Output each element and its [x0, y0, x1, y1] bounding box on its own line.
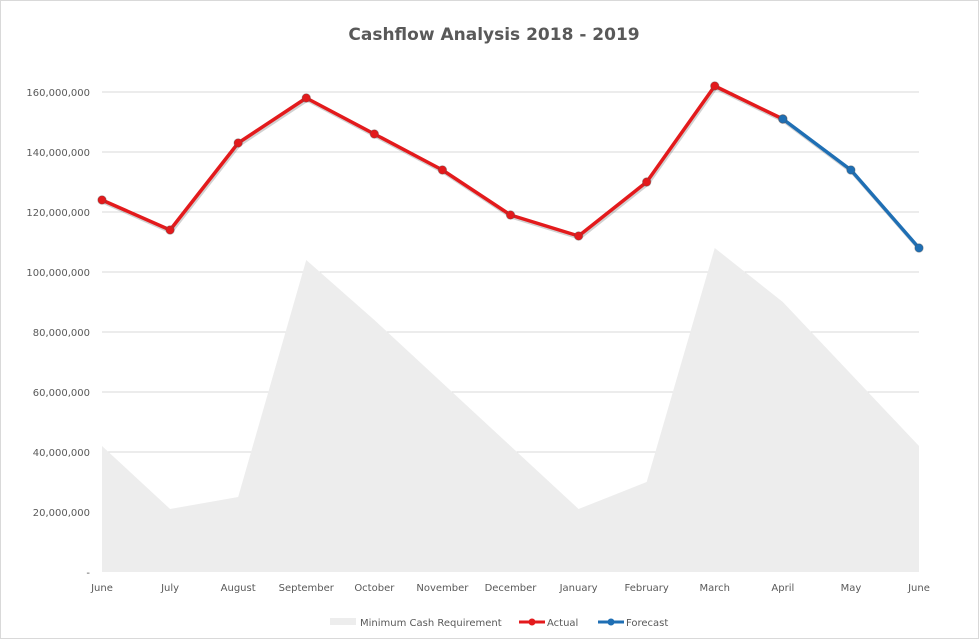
y-tick-label: 40,000,000	[33, 448, 90, 459]
x-tick-label: February	[625, 583, 669, 594]
y-tick-label: 160,000,000	[26, 88, 90, 99]
series-line-actual	[101, 84, 784, 238]
chart-title: Cashflow Analysis 2018 - 2019	[348, 25, 639, 45]
data-point-forecast	[778, 114, 788, 124]
legend-swatch-minimum-cash-requirement	[330, 618, 356, 625]
data-point-actual	[369, 129, 380, 139]
x-tick-label: June	[907, 583, 930, 594]
y-tick-label: 120,000,000	[26, 208, 90, 219]
x-tick-label: June	[90, 583, 113, 594]
y-tick-label: 80,000,000	[33, 328, 90, 339]
y-tick-label: 60,000,000	[33, 388, 90, 399]
series-line-shadow-forecast	[782, 119, 922, 252]
x-axis-ticks: June July August September October November De…	[90, 583, 930, 594]
y-axis-ticks: - 20,000,000 40,000,000 60,000,000 80,000,00…	[26, 88, 90, 579]
x-tick-label: November	[416, 583, 469, 594]
data-point-actual	[641, 177, 652, 187]
data-point-actual	[301, 93, 311, 103]
x-tick-label: January	[559, 583, 598, 594]
series-line-shadow-actual	[102, 86, 785, 240]
y-tick-label: 100,000,000	[26, 268, 90, 279]
x-tick-label: March	[700, 583, 730, 594]
data-point-actual	[233, 138, 243, 148]
legend-label-forecast: Forecast	[626, 618, 668, 629]
data-point-forecast	[914, 243, 924, 253]
legend-label-actual: Actual	[547, 618, 578, 629]
x-tick-label: September	[279, 583, 335, 594]
x-tick-label: October	[354, 583, 395, 594]
area-minimum-cash-requirement	[102, 248, 919, 572]
legend-marker-forecast	[607, 618, 615, 626]
legend-label-minimum-cash-requirement: Minimum Cash Requirement	[360, 618, 502, 629]
data-point-actual	[165, 225, 175, 235]
data-point-actual	[437, 165, 448, 175]
y-tick-label: 20,000,000	[33, 508, 90, 519]
series-line-forecast	[781, 117, 921, 250]
data-point-actual	[505, 210, 516, 220]
y-tick-label: -	[86, 568, 90, 579]
x-tick-label: December	[485, 583, 538, 594]
legend: Minimum Cash Requirement Actual Forecast	[330, 618, 668, 629]
line-layer	[97, 81, 924, 253]
data-point-actual	[97, 195, 107, 205]
x-tick-label: August	[221, 583, 256, 594]
data-point-actual	[573, 231, 584, 241]
x-tick-label: May	[841, 583, 862, 594]
data-point-actual	[710, 81, 720, 91]
area-layer	[102, 248, 919, 572]
x-tick-label: April	[771, 583, 794, 594]
y-tick-label: 140,000,000	[26, 148, 90, 159]
x-tick-label: July	[160, 583, 179, 594]
data-point-forecast	[846, 165, 856, 175]
legend-marker-actual	[528, 618, 536, 626]
